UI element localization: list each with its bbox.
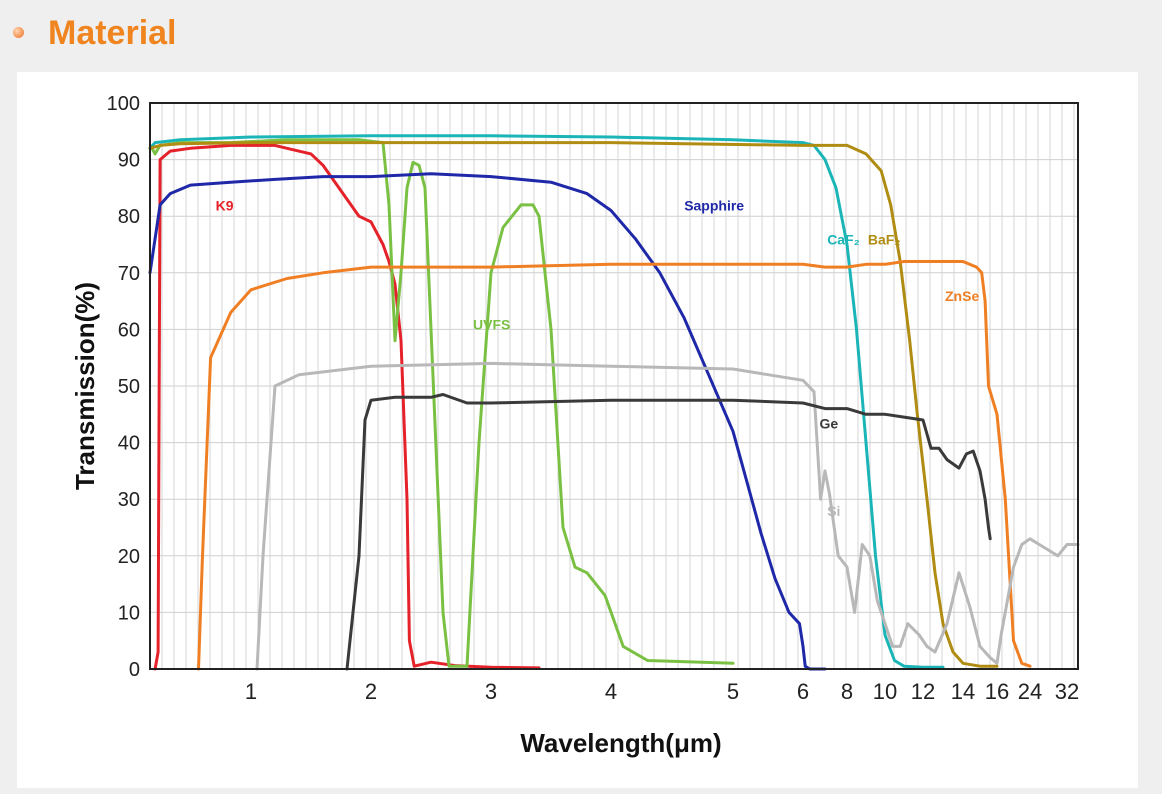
x-tick-label: 16 [985,679,1009,704]
series-line-ge [345,393,992,671]
series-line-uvfs [150,138,735,668]
x-tick-label: 3 [485,679,497,704]
series-label: CaF₂ [827,232,860,248]
x-tick-label: 5 [727,679,739,704]
x-tick-label: 4 [605,679,617,704]
x-tick-label: 6 [797,679,809,704]
y-tick-label: 40 [118,433,140,455]
x-tick-label: 10 [873,679,897,704]
series-label: UVFS [473,316,510,332]
series-label: Sapphire [684,198,744,214]
y-tick-labels: 0 10 20 30 40 50 60 70 80 90 100 [107,93,140,681]
x-tick-label: 12 [911,679,935,704]
series-label: Si [827,503,840,519]
y-axis-label: Transmission(%) [70,282,100,490]
series-line-si [255,361,1080,671]
x-tick-labels: 1 2 3 4 5 6 8 10 12 14 16 24 32 [245,679,1079,704]
series-line-sapphire [148,172,827,671]
y-tick-label: 30 [118,489,140,511]
x-tick-label: 32 [1055,679,1079,704]
series-label: Ge [820,415,839,431]
y-tick-label: 70 [118,263,140,285]
series-label: BaF₂ [868,232,901,248]
y-tick-label: 10 [118,602,140,624]
y-tick-label: 90 [118,150,140,172]
grid [150,102,1078,670]
x-tick-label: 1 [245,679,257,704]
series-line-k9 [153,143,541,671]
bullet-icon [13,27,24,38]
chart-panel: 0 10 20 30 40 50 60 70 80 90 100 1 2 3 4 5 6 8 10 12 14 16 24… [17,72,1138,788]
series-label: ZnSe [945,288,979,304]
y-tick-label: 60 [118,319,140,341]
plot-frame [149,102,1079,670]
section-title: Material [48,14,177,52]
y-tick-label: 50 [118,376,140,398]
x-tick-label: 2 [365,679,377,704]
series-line-baf [148,141,999,668]
series-label: K9 [216,198,234,214]
x-tick-label: 8 [841,679,853,704]
series-line-caf [148,134,945,669]
y-tick-label: 80 [118,206,140,228]
y-tick-label: 20 [118,546,140,568]
y-tick-label: 0 [129,659,140,681]
series-line-znse [197,260,1032,671]
x-tick-label: 24 [1018,679,1042,704]
y-tick-label: 100 [107,93,140,115]
x-tick-label: 14 [951,679,975,704]
x-axis-label: Wavelength(μm) [520,728,721,758]
series-lines [148,134,1080,671]
series-labels: K9 UVFS Sapphire CaF₂ BaF₂ ZnSe Si Ge [216,198,980,520]
section-header: Material [0,0,1162,70]
